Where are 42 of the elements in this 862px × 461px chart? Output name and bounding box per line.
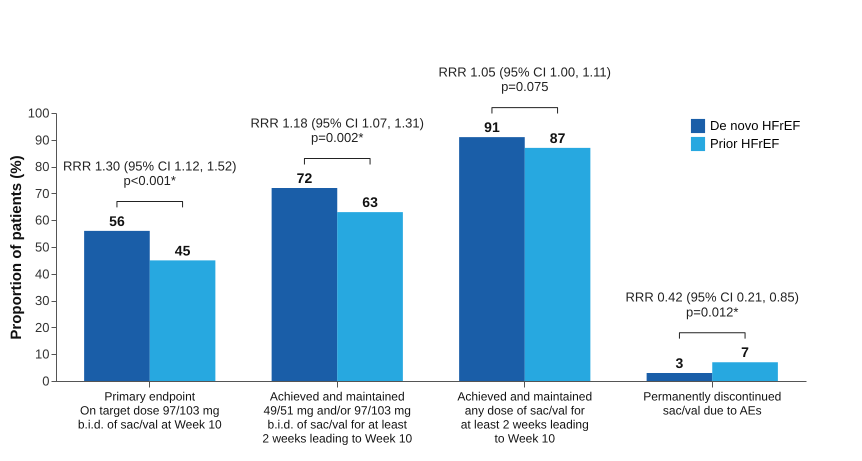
x-tick-label: Achieved and maintained any dose of sac/val for at least 2 weeks leading to Week 10 (457, 390, 592, 446)
y-tick-label: 50 (35, 240, 50, 254)
bar (337, 212, 403, 381)
data-label: 87 (550, 130, 566, 146)
bar (459, 137, 525, 381)
y-tick-label: 60 (35, 212, 50, 228)
bar (150, 260, 216, 381)
bar (272, 188, 338, 381)
annotation: RRR 1.30 (95% CI 1.12, 1.52) (63, 158, 236, 174)
data-label: 72 (296, 170, 312, 186)
y-tick-label: 20 (35, 320, 50, 335)
y-tick-label: 70 (35, 186, 50, 201)
y-tick-label: 100 (28, 106, 50, 120)
y-axis-title: Proportion of patients (%) (8, 155, 25, 340)
y-tick-label: 10 (35, 346, 50, 362)
x-tick-label: Permanently discontinued sac/val due to AEs (643, 390, 782, 418)
y-tick-label: 80 (35, 159, 50, 174)
y-tick-label: 90 (35, 132, 50, 148)
y-tick-label: 30 (35, 293, 50, 308)
annotation: RRR 0.42 (95% CI 0.21, 0.85) (626, 290, 799, 305)
data-label: 45 (174, 242, 191, 258)
x-tick-label: Achieved and maintained 49/51 mg and/or 97/103 mg b.i.d. of sac/val for at least 2 weeks leading to Week 10 (262, 390, 413, 446)
annotation: p=0.002* (311, 130, 364, 146)
data-label: 63 (362, 194, 378, 210)
data-label: 91 (484, 119, 500, 136)
legend-label: De novo HFrEF (710, 118, 800, 133)
text: p=0.075 (501, 79, 548, 94)
bar (646, 372, 712, 381)
data-label: 3 (676, 354, 684, 371)
y-tick-label: 0 (42, 374, 50, 388)
x-tick-label: Primary endpoint On target dose 97/103 mg b.i.d. of sac/val at Week 10 (78, 390, 222, 432)
annotation: p<0.001* (124, 173, 176, 188)
bar (84, 230, 150, 381)
annotation: p=0.012* (686, 304, 738, 320)
data-label: 7 (741, 344, 750, 360)
data-label: 56 (109, 212, 125, 229)
bar (524, 148, 590, 381)
legend-label: Prior HFrEF (710, 136, 780, 151)
bar (712, 362, 778, 381)
annotation: RRR 1.18 (95% CI 1.07, 1.31) (250, 115, 424, 130)
text: RRR 1.05 (95% CI 1.00, 1.11) (438, 64, 611, 80)
y-tick-label: 40 (35, 266, 50, 282)
